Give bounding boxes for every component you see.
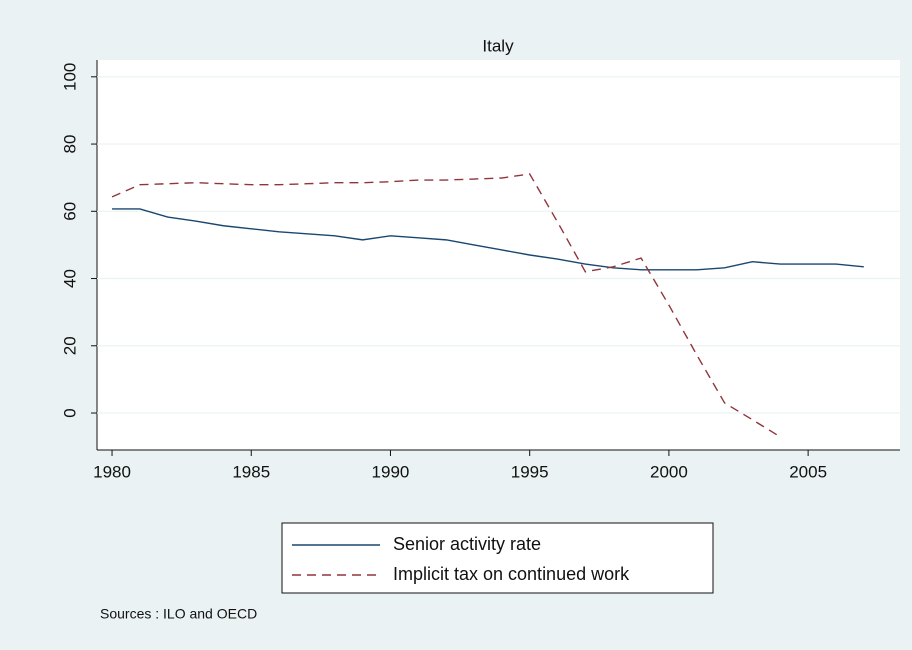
legend-label: Implicit tax on continued work: [393, 564, 630, 584]
legend: [281, 522, 714, 594]
x-tick-label: 1995: [511, 462, 549, 481]
line-series: [112, 208, 864, 271]
y-tick-label: 60: [60, 202, 79, 221]
chart-title: Italy: [482, 36, 514, 55]
y-tick-label: 20: [60, 336, 79, 355]
plot-area: [97, 60, 900, 450]
x-tick-label: 1980: [93, 462, 131, 481]
y-tick-label: 80: [60, 135, 79, 154]
note: Sources : ILO and OECD: [100, 606, 257, 622]
y-tick-label: 0: [60, 408, 79, 417]
x-tick-label: 2000: [650, 462, 688, 481]
legend-label: Senior activity rate: [393, 534, 541, 554]
y-tick-label: 100: [60, 63, 79, 91]
x-tick-label: 1990: [372, 462, 410, 481]
x-tick-label: 1985: [232, 462, 270, 481]
y-tick-label: 40: [60, 269, 79, 288]
x-tick-label: 2005: [789, 462, 827, 481]
line-series: [111, 173, 781, 438]
